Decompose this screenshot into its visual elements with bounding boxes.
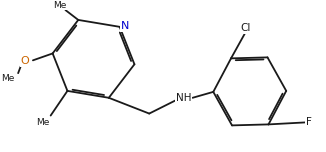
Text: Me: Me <box>36 118 50 127</box>
Text: Me: Me <box>53 1 66 10</box>
Text: N: N <box>120 21 129 31</box>
Text: Me: Me <box>2 74 15 83</box>
Text: F: F <box>306 117 312 127</box>
Text: O: O <box>21 56 29 66</box>
Text: NH: NH <box>176 93 191 103</box>
Text: Cl: Cl <box>241 23 251 33</box>
